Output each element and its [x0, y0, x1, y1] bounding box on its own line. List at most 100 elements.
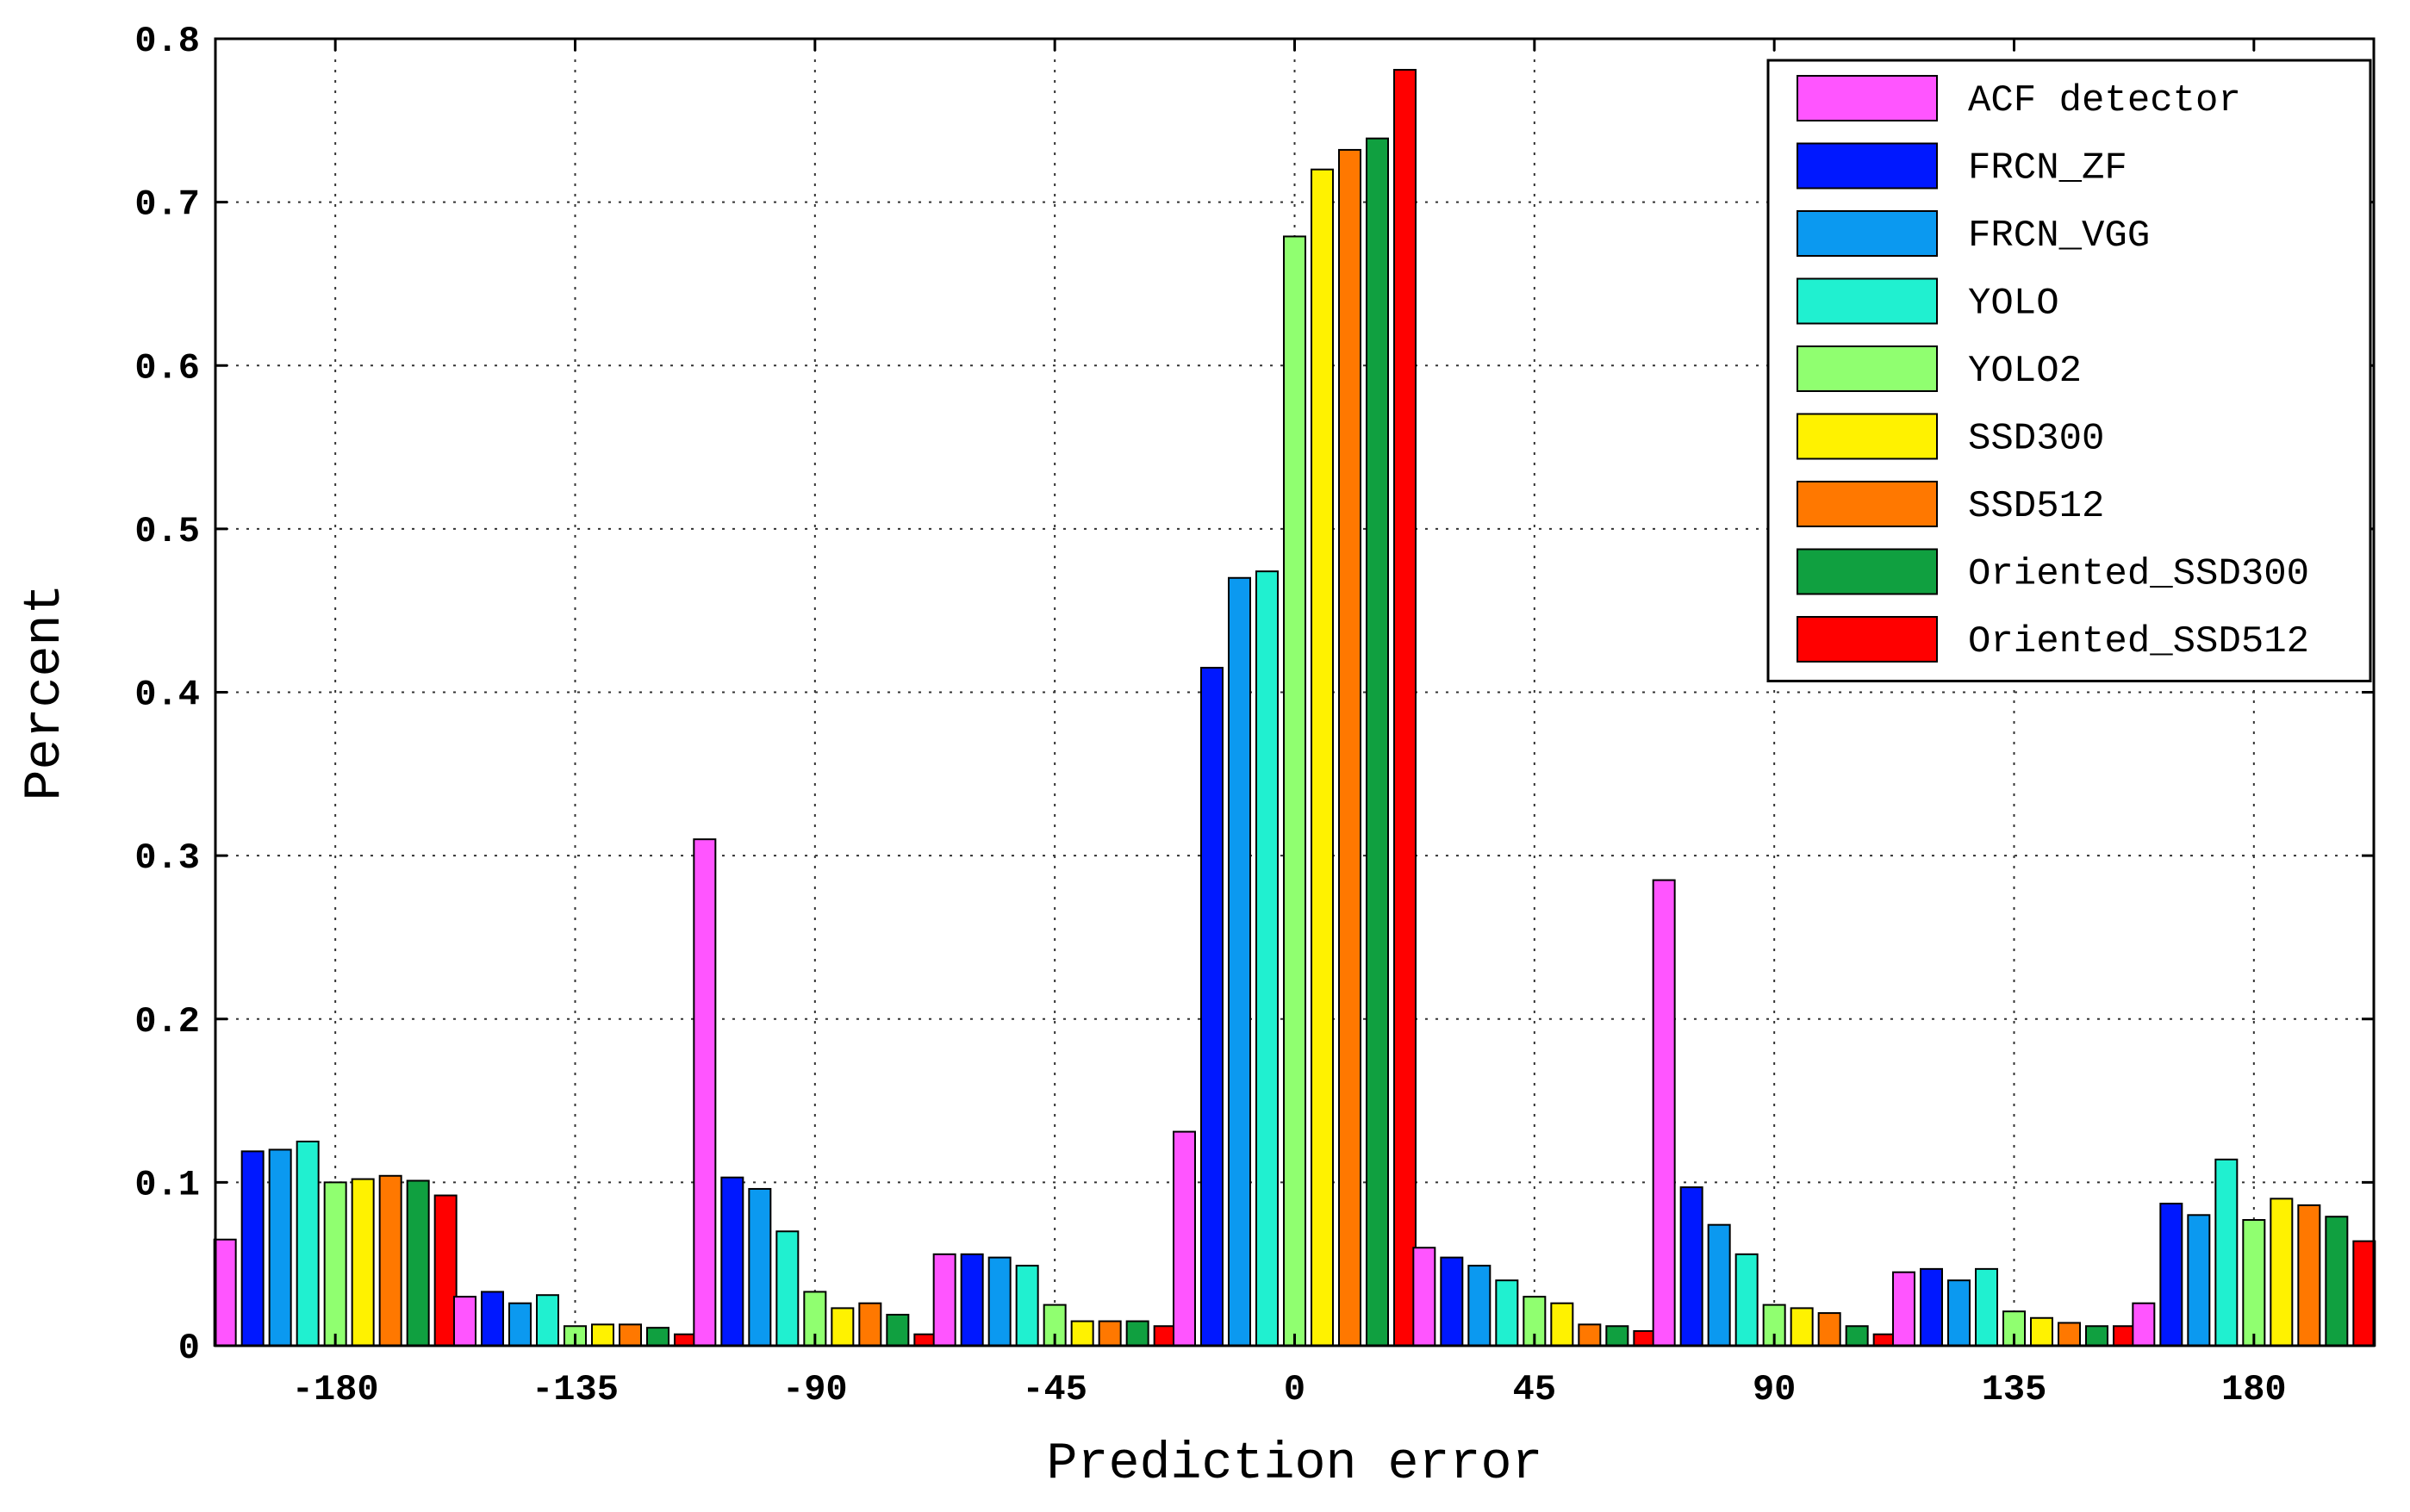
y-tick-label: 0.8 — [134, 21, 200, 62]
y-tick-label: 0.1 — [134, 1164, 200, 1205]
bar — [1605, 1325, 1629, 1347]
x-tick-label: 135 — [1982, 1369, 2047, 1410]
bar — [1495, 1279, 1519, 1347]
bar — [1523, 1296, 1547, 1347]
bar — [960, 1253, 984, 1347]
bar — [481, 1291, 504, 1347]
bar — [1153, 1325, 1177, 1347]
bar — [1633, 1329, 1657, 1347]
x-tick-label: -90 — [782, 1369, 848, 1410]
bar — [1707, 1223, 1731, 1347]
bar — [2214, 1158, 2239, 1347]
bar — [886, 1313, 910, 1347]
bar — [720, 1176, 744, 1347]
legend: ACF detector FRCN_ZF FRCN_VGG YOLO YOLO2 SSD3… — [1766, 59, 2372, 682]
bar — [1393, 69, 1417, 1347]
bar — [213, 1238, 237, 1347]
legend-label: SSD300 — [1968, 418, 2104, 461]
bar — [378, 1174, 402, 1347]
bar — [2187, 1214, 2211, 1347]
bar — [1173, 1130, 1196, 1347]
legend-label: SSD512 — [1968, 485, 2104, 528]
x-tick-label: -45 — [1022, 1369, 1087, 1410]
bar — [1975, 1267, 1998, 1347]
bar — [1070, 1320, 1094, 1347]
y-tick-label: 0.3 — [134, 837, 200, 879]
bar — [748, 1187, 772, 1347]
x-tick-label: -180 — [292, 1369, 379, 1410]
bar — [775, 1230, 800, 1347]
bar — [831, 1307, 855, 1347]
bar — [1200, 667, 1224, 1347]
legend-label: YOLO — [1968, 283, 2059, 326]
bar — [1412, 1247, 1436, 1347]
bar — [536, 1294, 559, 1347]
bar — [1283, 235, 1306, 1347]
bar — [1817, 1312, 1841, 1347]
bar — [674, 1333, 697, 1347]
bar — [2085, 1325, 2108, 1347]
bar — [987, 1256, 1012, 1347]
x-tick-label: -135 — [532, 1369, 619, 1410]
legend-swatch — [1797, 75, 1938, 121]
bar — [406, 1179, 430, 1347]
bar — [1440, 1256, 1464, 1347]
bar — [1228, 576, 1251, 1347]
bar — [323, 1181, 347, 1347]
bar — [1920, 1267, 1943, 1347]
y-tick-label: 0 — [178, 1328, 200, 1369]
bar — [2297, 1204, 2321, 1347]
bar — [1015, 1265, 1039, 1347]
axis-ticks: 0 0.1 0.2 0.3 0.4 0.5 0.6 0.7 0.8 -180 -135 -90 -45 0… — [134, 21, 2374, 1410]
y-tick-label: 0.2 — [134, 1001, 200, 1042]
bar — [296, 1140, 320, 1347]
legend-label: ACF detector — [1968, 79, 2241, 122]
bar — [1652, 879, 1676, 1347]
bar — [2242, 1218, 2266, 1347]
x-tick-label: 180 — [2221, 1369, 2287, 1410]
bar — [913, 1333, 937, 1347]
legend-label: Oriented_SSD512 — [1968, 620, 2309, 663]
bar — [932, 1253, 956, 1347]
bar — [1550, 1302, 1574, 1347]
x-tick-label: 90 — [1753, 1369, 1796, 1410]
legend-label: Oriented_SSD300 — [1968, 553, 2309, 596]
legend-swatch — [1797, 616, 1938, 663]
bar — [1734, 1253, 1759, 1347]
y-tick-label: 0.5 — [134, 511, 200, 552]
bar — [2002, 1310, 2026, 1347]
legend-label: FRCN_VGG — [1968, 215, 2150, 258]
bar — [1947, 1279, 1971, 1347]
y-tick-label: 0.4 — [134, 675, 200, 716]
bar — [433, 1194, 458, 1347]
legend-swatch — [1797, 345, 1938, 392]
bar — [1845, 1325, 1869, 1347]
y-tick-label: 0.7 — [134, 184, 200, 226]
legend-swatch — [1797, 548, 1938, 595]
bar — [2325, 1216, 2349, 1347]
bar — [1467, 1265, 1491, 1347]
bar — [646, 1327, 669, 1347]
bar — [453, 1296, 476, 1347]
bar — [693, 838, 717, 1347]
bar — [1790, 1307, 1814, 1347]
bar — [1125, 1320, 1149, 1347]
bar — [1679, 1186, 1703, 1347]
bar — [2132, 1302, 2156, 1347]
x-axis-title: Prediction error — [1046, 1435, 1542, 1494]
bar — [591, 1323, 614, 1347]
bar — [2058, 1322, 2081, 1347]
y-axis-title: Percent — [16, 583, 75, 800]
y-tick-label: 0.6 — [134, 347, 200, 389]
legend-swatch — [1797, 413, 1938, 460]
bar — [351, 1178, 375, 1347]
bar — [508, 1302, 532, 1347]
bar — [2113, 1325, 2136, 1347]
bar — [1311, 168, 1334, 1347]
bar — [2352, 1240, 2376, 1347]
bar — [1098, 1320, 1122, 1347]
bar — [2030, 1316, 2053, 1347]
legend-label: FRCN_ZF — [1968, 147, 2127, 190]
